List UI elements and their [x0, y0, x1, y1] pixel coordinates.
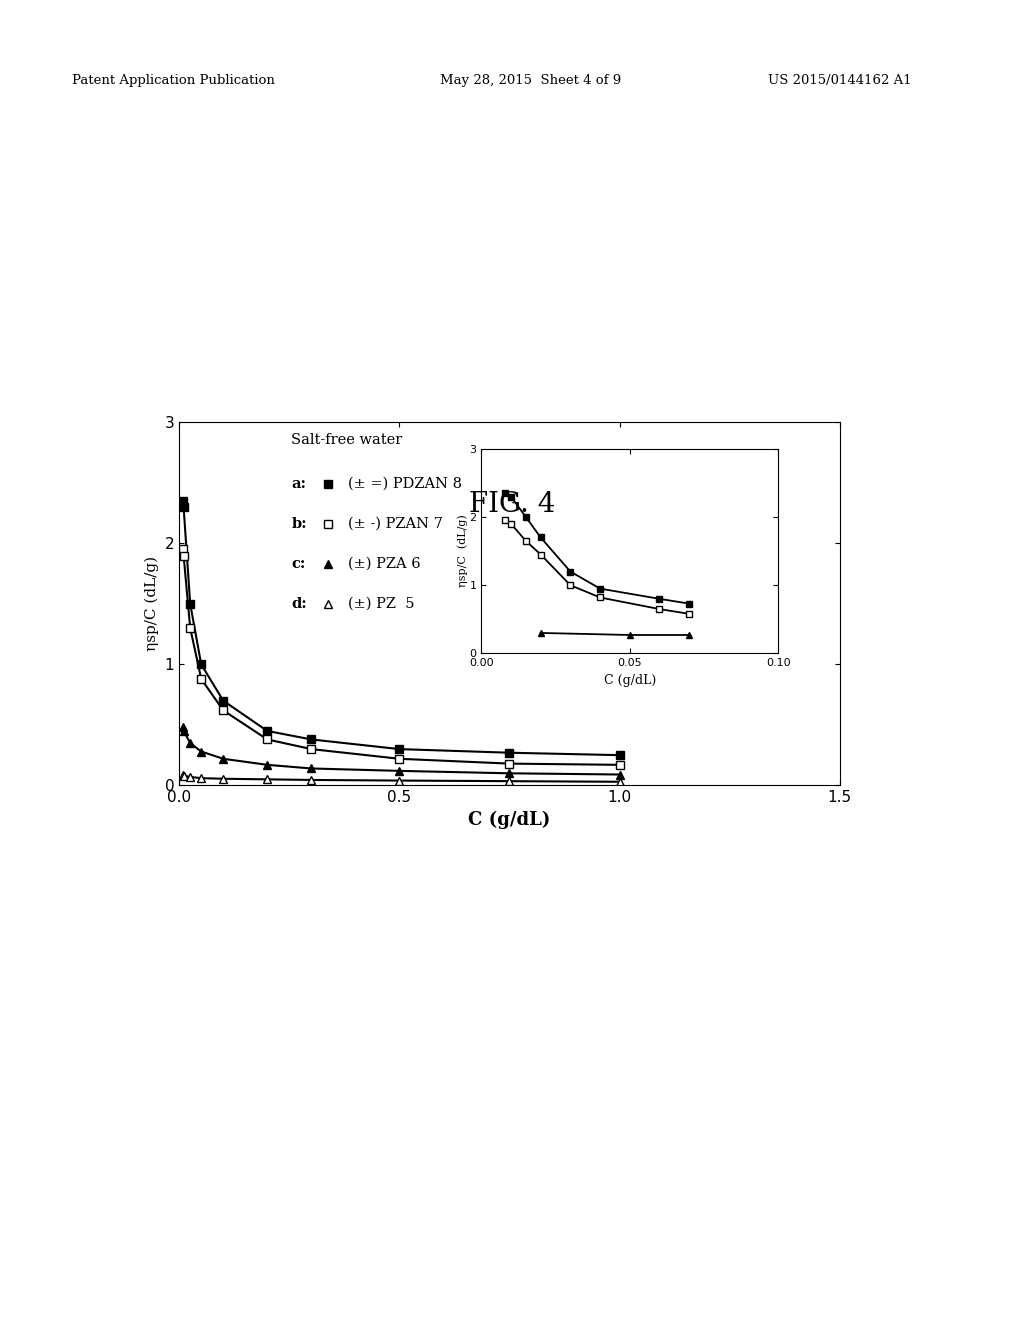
Text: (±) PZA 6: (±) PZA 6 [347, 557, 420, 572]
Text: d:: d: [292, 597, 307, 611]
Text: Salt-free water: Salt-free water [292, 433, 402, 447]
Text: May 28, 2015  Sheet 4 of 9: May 28, 2015 Sheet 4 of 9 [440, 74, 622, 87]
Text: a:: a: [292, 477, 306, 491]
Text: b:: b: [292, 517, 307, 531]
X-axis label: C (g/dL): C (g/dL) [603, 673, 656, 686]
Y-axis label: ηsp/C (dL/g): ηsp/C (dL/g) [144, 556, 159, 652]
Y-axis label: ηsp/C  (dL/g): ηsp/C (dL/g) [458, 515, 468, 587]
Text: c:: c: [292, 557, 306, 572]
X-axis label: C (g/dL): C (g/dL) [468, 810, 551, 829]
Text: (± =) PDZAN 8: (± =) PDZAN 8 [347, 477, 462, 491]
Text: US 2015/0144162 A1: US 2015/0144162 A1 [768, 74, 911, 87]
Text: FIG. 4: FIG. 4 [469, 491, 555, 517]
Text: Patent Application Publication: Patent Application Publication [72, 74, 274, 87]
Text: (± -) PZAN 7: (± -) PZAN 7 [347, 517, 442, 531]
Text: (±) PZ  5: (±) PZ 5 [347, 597, 414, 611]
